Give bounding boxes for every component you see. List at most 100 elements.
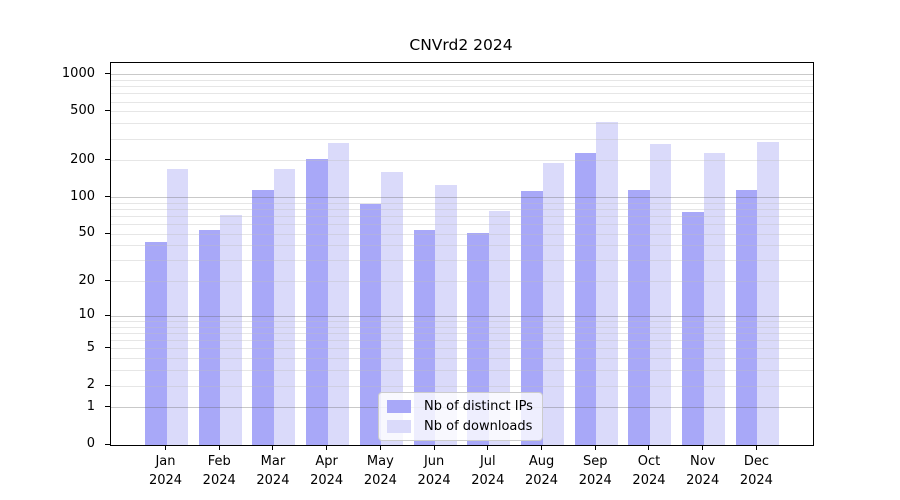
x-tick-mark (218, 445, 220, 450)
bar-downloads-aug (542, 162, 565, 445)
x-tick-label: Apr 2024 (310, 452, 343, 490)
x-tick-label-month: Oct (637, 454, 661, 469)
x-tick-label-year: 2024 (686, 473, 720, 488)
x-tick-label: Dec 2024 (740, 452, 773, 490)
gridline-minor (111, 101, 813, 103)
y-tick-label: 0 (86, 436, 95, 451)
gridline-minor (111, 93, 813, 95)
legend: Nb of distinct IPs Nb of downloads (378, 392, 543, 441)
bar-distinct-ips-feb (198, 230, 221, 445)
x-tick-mark (165, 445, 166, 450)
gridline-minor (111, 245, 813, 247)
gridline-minor (111, 123, 813, 125)
x-tick-label-year: 2024 (202, 473, 236, 488)
y-tick-mark (105, 347, 110, 349)
gridline-minor (111, 340, 813, 342)
chart-title: CNVrd2 2024 (409, 36, 513, 54)
bar-downloads-dec (757, 141, 779, 445)
bar-downloads-sep (596, 122, 618, 445)
x-tick-label: May 2024 (364, 452, 397, 490)
bar-downloads-jan (166, 169, 188, 445)
y-tick-mark (105, 280, 110, 282)
gridline-minor (111, 224, 813, 226)
x-tick-label-year: 2024 (471, 473, 505, 488)
y-tick-mark (105, 159, 110, 161)
x-tick-label: Oct 2024 (632, 452, 665, 490)
y-tick-label: 2 (86, 377, 95, 393)
plot-area (110, 62, 814, 446)
legend-item: Nb of downloads (387, 418, 533, 435)
gridline-minor (111, 385, 813, 387)
y-tick-label: 500 (70, 102, 95, 118)
x-tick-label-year: 2024 (739, 473, 773, 488)
x-tick-mark (272, 445, 274, 450)
gridline-minor (111, 79, 813, 81)
gridline-minor (111, 260, 813, 262)
y-tick-label: 1000 (61, 65, 95, 81)
x-tick-label-month: May (366, 454, 394, 469)
legend-swatch-downloads (387, 420, 411, 433)
gridline-minor (111, 321, 813, 323)
x-tick-label-month: Jul (479, 454, 496, 469)
bar-downloads-mar (273, 169, 296, 445)
bar-distinct-ips-jan (145, 242, 167, 445)
gridline-minor (111, 348, 813, 350)
bar-downloads-may (381, 171, 403, 445)
legend-swatch-distinct-ips (387, 400, 411, 413)
x-tick-label: Sep 2024 (579, 452, 612, 490)
x-tick-label-year: 2024 (363, 473, 397, 488)
gridline-minor (111, 358, 813, 360)
x-tick-mark (594, 445, 596, 450)
x-tick-label-year: 2024 (417, 473, 451, 488)
gridline-minor (111, 209, 813, 210)
x-tick-label-year: 2024 (632, 473, 666, 488)
y-tick-label: 100 (70, 188, 95, 204)
y-tick-label: 1 (86, 398, 95, 414)
gridline-minor (111, 216, 813, 218)
gridline-major (111, 74, 813, 76)
y-tick-mark (105, 110, 110, 112)
gridline-minor (111, 370, 813, 372)
y-tick-mark (105, 196, 110, 198)
y-tick-mark (105, 406, 110, 408)
y-tick-label: 5 (86, 339, 95, 355)
x-tick-mark (541, 445, 543, 450)
x-tick-mark (433, 445, 435, 450)
x-tick-mark (326, 445, 328, 450)
gridline-minor (111, 111, 813, 113)
x-tick-label-year: 2024 (524, 473, 559, 488)
gridline-minor (111, 281, 813, 283)
legend-label: Nb of distinct IPs (424, 399, 533, 414)
gridline-minor (111, 160, 813, 162)
x-tick-label-month: Jan (155, 454, 176, 469)
y-tick-mark (105, 443, 110, 445)
x-tick-label-month: Dec (743, 454, 769, 469)
bar-downloads-apr (327, 142, 350, 445)
bar-distinct-ips-aug (521, 190, 543, 445)
bar-distinct-ips-oct (628, 189, 650, 445)
bar-distinct-ips-may (359, 204, 382, 445)
bar-downloads-oct (649, 143, 672, 445)
bar-distinct-ips-sep (574, 152, 597, 445)
y-tick-mark (105, 232, 110, 234)
x-tick-mark (702, 445, 704, 450)
x-tick-label: Jun 2024 (418, 452, 451, 490)
x-tick-label: Feb 2024 (203, 452, 236, 490)
x-tick-label-month: Apr (315, 454, 338, 469)
x-tick-label-year: 2024 (148, 473, 183, 488)
x-tick-label-year: 2024 (310, 473, 344, 488)
gridline-minor (111, 333, 813, 335)
y-tick-label: 10 (78, 307, 95, 323)
x-tick-mark (755, 445, 757, 450)
gridline-minor (111, 202, 813, 204)
x-tick-label-year: 2024 (256, 473, 290, 488)
bar-downloads-jun (435, 184, 457, 445)
legend-item: Nb of distinct IPs (387, 398, 533, 415)
x-tick-label: Aug 2024 (525, 452, 558, 490)
y-tick-label: 50 (78, 225, 95, 241)
y-tick-label: 20 (78, 272, 95, 288)
gridline-minor (111, 86, 813, 88)
bar-downloads-feb (220, 215, 242, 445)
x-tick-label-month: Feb (207, 454, 231, 469)
